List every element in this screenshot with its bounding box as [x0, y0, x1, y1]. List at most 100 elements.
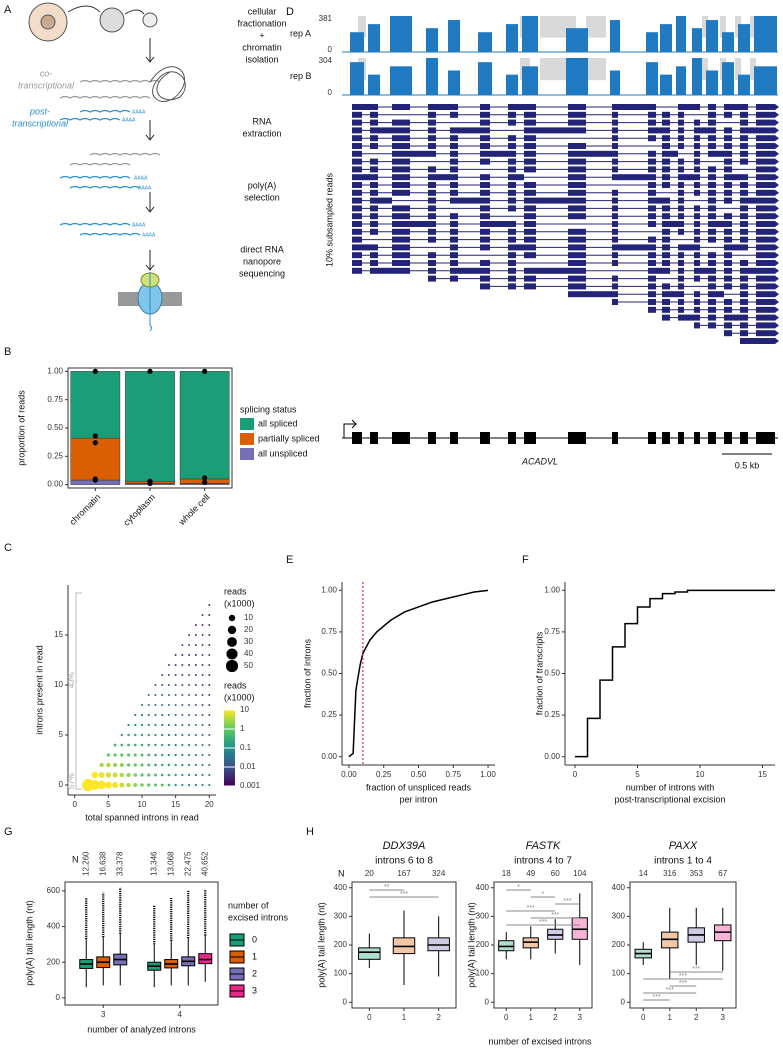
read-exon	[508, 135, 516, 142]
read-exon	[480, 174, 490, 181]
read-exon	[480, 228, 490, 235]
read-exon	[740, 127, 756, 134]
read-exon	[678, 244, 694, 251]
read-exon	[392, 119, 410, 126]
read-exon	[662, 236, 670, 243]
coverage	[448, 70, 460, 95]
read-exon	[724, 283, 732, 290]
read-point	[194, 783, 197, 787]
read-exon	[480, 197, 490, 204]
read-exon	[756, 111, 775, 118]
read-exon	[662, 150, 678, 157]
read-point	[201, 624, 204, 626]
read-point	[167, 743, 171, 747]
read-point	[201, 674, 204, 676]
read-exon	[450, 143, 458, 149]
read-end	[775, 143, 779, 149]
read-exon	[450, 111, 458, 118]
read-point	[194, 714, 197, 716]
coverage	[368, 74, 380, 95]
y-axis-label: fraction of introns	[302, 638, 312, 708]
read-exon	[524, 197, 568, 204]
read-end	[775, 213, 779, 220]
n-count: 14	[639, 869, 648, 878]
panel-label: A	[4, 4, 12, 16]
coverage	[676, 66, 686, 95]
read-exon	[612, 291, 618, 298]
box	[358, 947, 381, 960]
track-max: 381	[319, 14, 333, 23]
read-exon	[428, 267, 436, 274]
read-exon	[508, 143, 516, 149]
read-exon	[612, 252, 618, 259]
read-exon	[740, 119, 748, 126]
read-exon	[648, 104, 656, 110]
read-point	[104, 781, 112, 789]
read-point	[147, 723, 150, 727]
y-tick-label: 100	[476, 969, 490, 978]
read-exon	[370, 267, 392, 274]
nucleus-icon	[40, 14, 56, 30]
y-tick-label: 200	[334, 940, 348, 949]
gene-exon	[708, 432, 716, 444]
read-point	[201, 773, 204, 777]
y-tick-label: 0.75	[321, 627, 337, 636]
y-tick-label: 10	[54, 680, 63, 689]
read-point	[188, 644, 191, 646]
box	[198, 953, 213, 965]
n-label: N	[72, 854, 79, 864]
highlight	[358, 16, 366, 38]
y-tick-label: 0.25	[47, 451, 63, 460]
read-point	[120, 753, 124, 757]
legend-size	[227, 625, 237, 635]
read-exon	[740, 174, 748, 181]
read-exon	[508, 228, 516, 235]
read-exon	[724, 143, 732, 149]
read-point	[147, 703, 150, 707]
read-exon	[708, 104, 716, 110]
read-point	[208, 604, 211, 606]
read-point	[161, 733, 164, 737]
read-exon	[352, 189, 362, 196]
read-exon	[508, 244, 524, 251]
read-exon	[648, 267, 662, 274]
read-exon	[708, 260, 716, 266]
read-exon	[662, 158, 670, 165]
read-exon	[480, 205, 490, 212]
read-exon	[612, 299, 618, 305]
read-exon	[370, 104, 378, 110]
read-exon	[740, 150, 748, 157]
read-exon	[662, 213, 670, 220]
read-exon	[662, 260, 670, 266]
read-exon	[694, 182, 700, 188]
read-exon	[678, 205, 684, 212]
read-exon	[352, 205, 362, 212]
read-exon	[568, 283, 586, 290]
read-exon	[352, 267, 362, 274]
read-end	[775, 166, 779, 173]
read-exon	[428, 275, 436, 282]
replicate-point	[202, 368, 208, 374]
panel-d	[342, 16, 779, 455]
n-count: 49	[526, 869, 535, 878]
read-exon	[678, 260, 684, 266]
read-exon	[524, 221, 536, 227]
flow-arrow	[67, 5, 145, 15]
track-min: 0	[328, 45, 333, 54]
read-exon	[612, 111, 618, 118]
chart-title: PAXX	[669, 840, 698, 852]
coverage	[646, 62, 658, 95]
read-point	[140, 713, 144, 717]
read-exon	[740, 197, 756, 204]
y-tick-label: 200	[476, 940, 490, 949]
read-exon	[428, 111, 436, 118]
read-point	[188, 654, 191, 656]
read-exon	[694, 150, 700, 157]
chart-subtitle: introns 4 to 7	[514, 856, 572, 867]
track-label: rep B	[290, 71, 312, 81]
step-label: isolation	[245, 54, 278, 64]
read-point	[208, 724, 211, 726]
coverage	[506, 24, 518, 52]
read-point	[194, 644, 197, 646]
read-point	[208, 704, 211, 706]
